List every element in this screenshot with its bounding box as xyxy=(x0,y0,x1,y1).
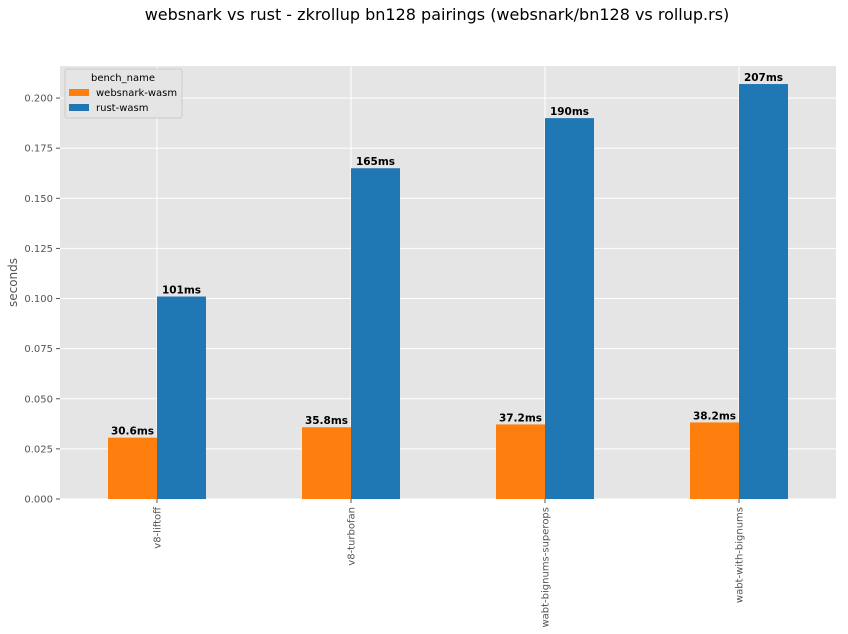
y-tick-label: 0.125 xyxy=(24,244,53,255)
bar xyxy=(690,422,739,499)
x-tick-label: v8-turbofan xyxy=(347,507,358,566)
y-tick-label: 0.150 xyxy=(24,194,53,205)
bar-data-label: 35.8ms xyxy=(305,415,348,427)
x-axis-ticks: v8-liftoff v8-turbofan wabt-bignums-supero… xyxy=(153,499,746,628)
legend-title: bench_name xyxy=(91,73,155,84)
bars xyxy=(108,84,788,500)
bar-data-label: 101ms xyxy=(162,285,201,297)
y-tick-label: 0.000 xyxy=(24,495,53,506)
bar-data-label: 37.2ms xyxy=(499,412,542,424)
bar-labels: 30.6ms 101ms 35.8ms 165ms 37.2ms 190ms 38.2ms 2… xyxy=(111,72,783,438)
x-tick-label: wabt-bignums-superops xyxy=(541,507,552,628)
y-tick-label: 0.175 xyxy=(24,144,53,155)
y-tick-label: 0.050 xyxy=(24,394,53,405)
bar-data-label: 207ms xyxy=(744,72,783,84)
bar xyxy=(496,424,545,499)
bar xyxy=(351,168,400,499)
bar-data-label: 165ms xyxy=(356,156,395,168)
bar xyxy=(545,118,594,500)
legend-box xyxy=(64,68,183,119)
bar xyxy=(157,296,206,499)
bar xyxy=(108,437,157,499)
y-tick-label: 0.200 xyxy=(24,94,53,105)
y-tick-label: 0.100 xyxy=(24,294,53,305)
legend-swatch xyxy=(69,104,89,111)
chart-title: websnark vs rust - zkrollup bn128 pairin… xyxy=(145,5,730,24)
x-tick-label: v8-liftoff xyxy=(153,506,164,549)
legend-entry: rust-wasm xyxy=(96,103,148,114)
legend-swatch xyxy=(69,89,89,96)
bar xyxy=(739,84,788,500)
y-tick-label: 0.075 xyxy=(24,344,53,355)
y-axis-label: seconds xyxy=(6,258,20,307)
y-tick-label: 0.025 xyxy=(24,444,53,455)
legend: bench_name websnark-wasm rust-wasm xyxy=(64,68,183,119)
bar-data-label: 30.6ms xyxy=(111,426,154,438)
y-axis-ticks: 0.000 0.025 0.050 0.075 0.100 0.125 0.150 0.175… xyxy=(24,94,60,506)
bar-data-label: 190ms xyxy=(550,106,589,118)
x-tick-label: wabt-with-bignums xyxy=(735,507,746,603)
bar-data-label: 38.2ms xyxy=(693,410,736,422)
legend-entry: websnark-wasm xyxy=(96,88,177,99)
bar xyxy=(302,427,351,499)
